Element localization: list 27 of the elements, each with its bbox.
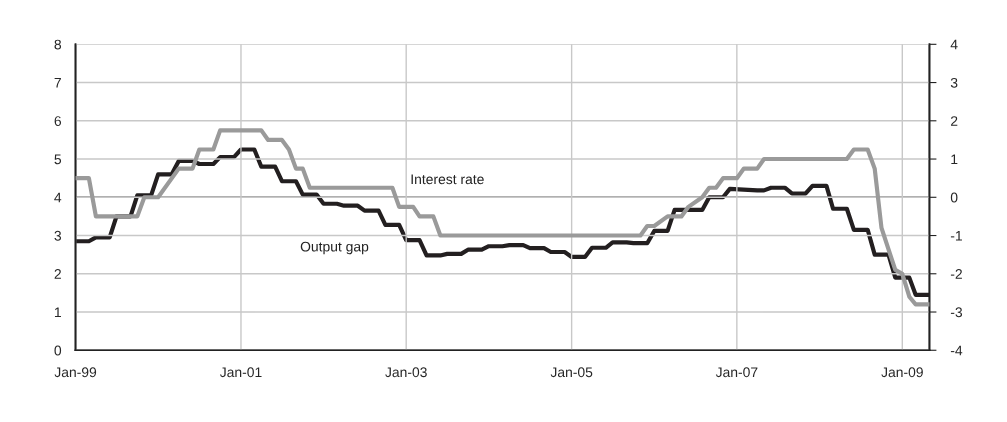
x-tick-label: Jan-05 <box>550 367 593 378</box>
y2-tick-label: 4 <box>950 39 958 50</box>
y-tick-label: 2 <box>54 269 61 279</box>
y-tick-label: 8 <box>54 39 62 50</box>
x-tick-label: Jan-01 <box>219 367 262 378</box>
y2-tick-label: 0 <box>950 192 958 203</box>
series-label: Interest rate <box>411 174 484 185</box>
y-tick-label: 4 <box>54 192 62 203</box>
y-tick-label: 5 <box>54 154 62 165</box>
y-tick-label: 3 <box>54 230 62 241</box>
x-tick-label: Jan-99 <box>54 367 97 378</box>
y-tick-label: 0 <box>54 345 62 356</box>
y-tick-label: 6 <box>54 116 62 126</box>
line-series <box>75 128 930 307</box>
y2-tick-label: -3 <box>950 307 963 318</box>
series-label: Output gap <box>300 241 369 255</box>
y2-tick-label: -1 <box>950 231 962 241</box>
y2-tick-label: 2 <box>950 116 958 126</box>
y2-tick-label: 3 <box>950 77 958 88</box>
y-tick-label: 1 <box>54 307 61 318</box>
x-tick-label: Jan-07 <box>715 367 758 378</box>
y2-tick-label: -4 <box>950 345 963 356</box>
x-tick-label: Jan-09 <box>881 367 923 378</box>
y-tick-label: 7 <box>54 78 61 88</box>
y2-tick-label: -2 <box>950 269 962 279</box>
y2-tick-label: 1 <box>951 154 958 165</box>
x-tick-label: Jan-03 <box>385 367 427 378</box>
